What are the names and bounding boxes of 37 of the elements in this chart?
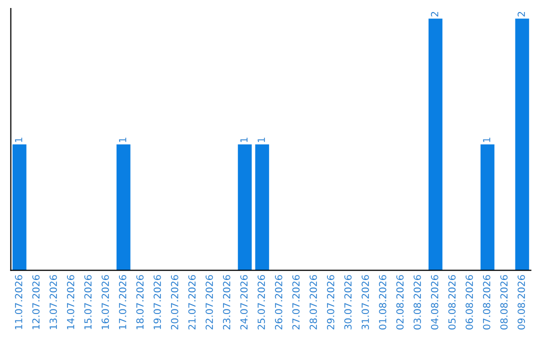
- x-tick-label: 26.07.2026: [274, 275, 282, 330]
- data-label: 1: [240, 138, 248, 142]
- x-tick-label: 06.08.2026: [466, 275, 473, 330]
- x-tick-label: 17.07.2026: [118, 275, 126, 330]
- x-tick-label: 20.07.2026: [170, 275, 178, 330]
- x-tick-label: 25.07.2026: [258, 275, 265, 330]
- x-tick-label: 05.08.2026: [448, 275, 456, 330]
- x-tick-label: 27.07.2026: [292, 275, 300, 330]
- x-tick-label: 31.07.2026: [362, 275, 369, 330]
- data-label: 2: [430, 12, 438, 16]
- x-tick-label: 12.07.2026: [32, 275, 40, 330]
- x-tick-label: 04.08.2026: [430, 275, 438, 330]
- x-tick-label: 08.08.2026: [500, 275, 508, 330]
- x-tick-label: 01.08.2026: [378, 275, 386, 330]
- x-tick-label: 29.07.2026: [326, 275, 334, 330]
- data-label: 1: [15, 138, 22, 142]
- x-tick-label: 07.08.2026: [482, 275, 490, 330]
- data-label: 1: [258, 138, 265, 142]
- data-label: 1: [483, 138, 490, 142]
- x-tick-label: 19.07.2026: [154, 275, 161, 330]
- x-tick-label: 14.07.2026: [66, 275, 74, 330]
- x-tick-label: 09.08.2026: [518, 275, 525, 330]
- x-tick-label: 30.07.2026: [344, 275, 352, 330]
- x-tick-label: 23.07.2026: [222, 275, 230, 330]
- x-tick-label: 24.07.2026: [240, 275, 248, 330]
- data-label: 1: [119, 138, 126, 142]
- x-tick-label: 22.07.2026: [206, 275, 213, 330]
- x-tick-label: 15.07.2026: [84, 275, 92, 330]
- x-tick-label: 28.07.2026: [310, 275, 317, 330]
- x-tick-label: 13.07.2026: [50, 275, 57, 330]
- x-tick-label: 16.07.2026: [102, 275, 109, 330]
- x-tick-label: 11.07.2026: [14, 275, 22, 330]
- x-tick-label: 21.07.2026: [188, 275, 196, 330]
- x-tick-label: 02.08.2026: [396, 275, 404, 330]
- data-label: 2: [518, 12, 525, 16]
- x-tick-label: 18.07.2026: [136, 275, 144, 330]
- x-tick-label: 03.08.2026: [414, 275, 421, 330]
